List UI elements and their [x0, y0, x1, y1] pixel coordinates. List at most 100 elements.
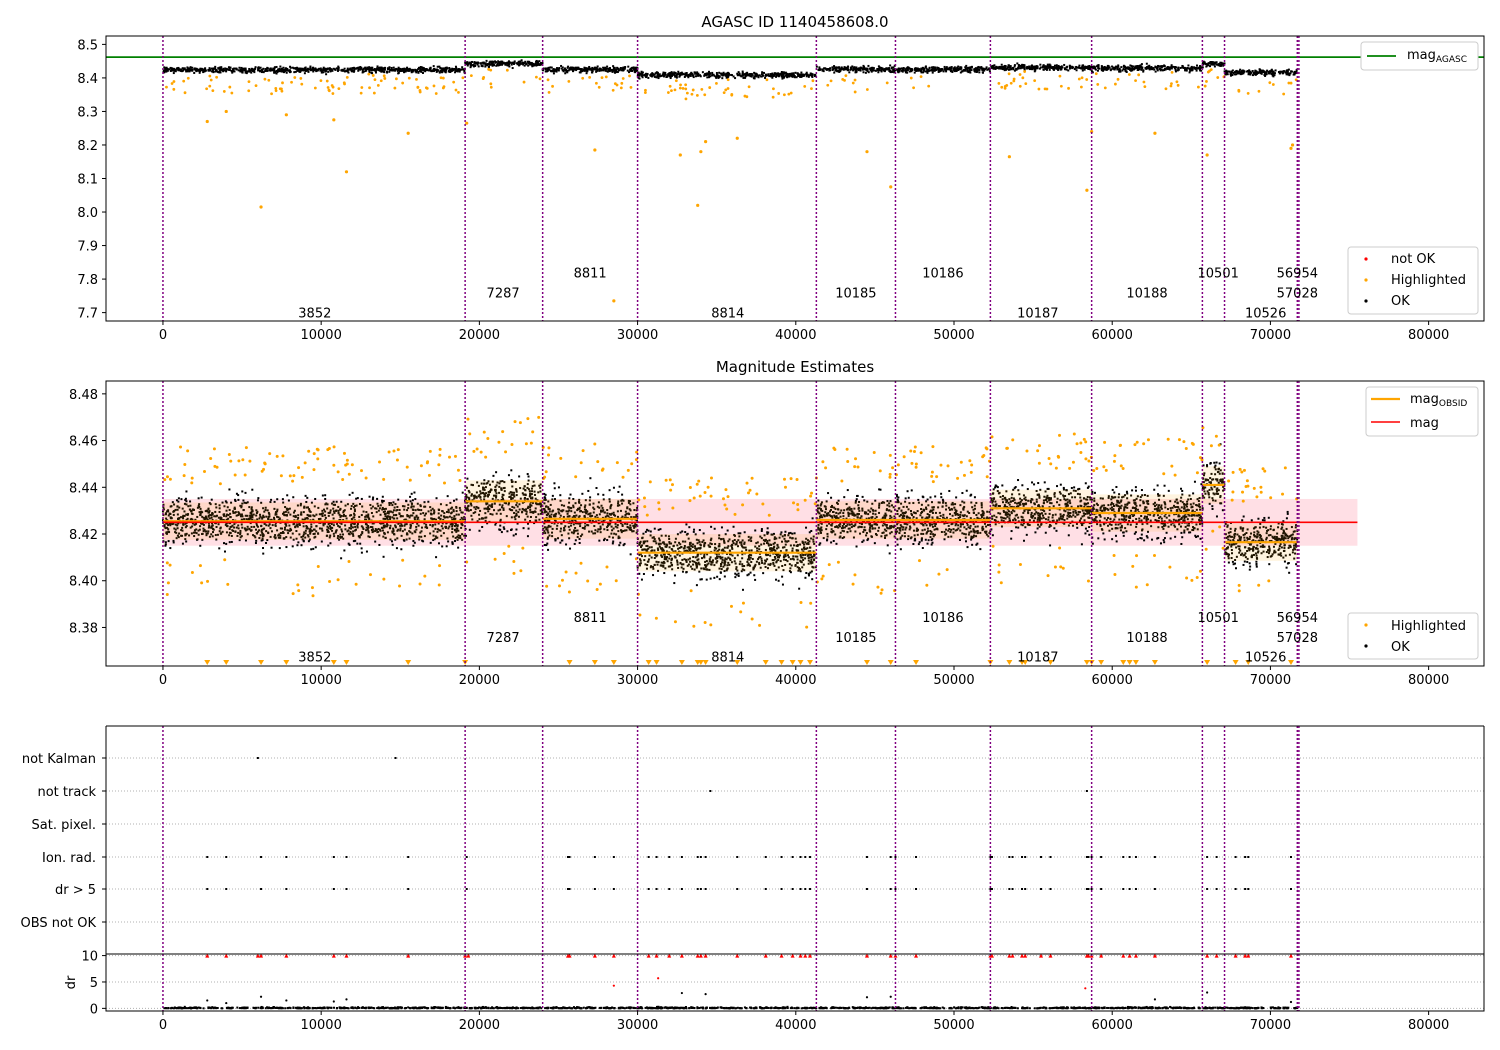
highlighted-point: [1216, 76, 1220, 79]
ok-point: [312, 70, 315, 73]
ok-point: [1090, 70, 1093, 73]
ok-point: [900, 69, 903, 72]
ok-point: [1242, 69, 1245, 72]
ok-point: [392, 68, 395, 71]
ok-point: [315, 513, 318, 516]
ok-point: [375, 511, 378, 514]
ok-point: [538, 518, 541, 521]
ok-point: [614, 71, 617, 74]
ok-point: [211, 522, 214, 525]
ok-point: [225, 515, 228, 518]
ok-point: [871, 67, 874, 70]
ok-point: [585, 68, 588, 71]
highlighted-point: [263, 77, 267, 81]
ok-point: [677, 70, 680, 73]
ok-point: [607, 515, 610, 518]
ok-point: [470, 514, 473, 517]
ok-point: [583, 67, 586, 70]
ok-point: [781, 76, 784, 79]
ok-point: [1169, 66, 1172, 69]
ok-point: [237, 527, 240, 530]
highlighted-point: [547, 90, 551, 94]
ok-point: [380, 70, 383, 73]
ok-point: [380, 526, 383, 529]
ok-point: [494, 494, 497, 497]
ok-point: [1102, 67, 1105, 70]
ok-point: [228, 68, 231, 71]
ok-point: [174, 523, 177, 526]
highlighted-point: [1003, 86, 1007, 90]
ok-point: [550, 66, 553, 69]
highlighted-point: [546, 78, 550, 82]
ok-point: [335, 509, 338, 512]
highlighted-point: [597, 85, 601, 89]
ok-point: [1162, 65, 1165, 68]
ok-point: [1031, 66, 1034, 69]
ok-point: [1281, 70, 1284, 73]
ok-point: [409, 514, 412, 517]
ok-point: [383, 512, 386, 515]
ok-point: [453, 524, 456, 527]
ok-point: [318, 527, 321, 530]
highlighted-point: [454, 88, 458, 92]
ok-point: [303, 506, 306, 509]
ok-point: [616, 67, 619, 70]
ok-point: [809, 74, 812, 77]
ok-point: [715, 76, 718, 79]
ok-point: [361, 70, 364, 73]
ok-point: [954, 69, 957, 72]
y-tick-label: 8.1: [77, 173, 98, 188]
ok-point: [327, 514, 330, 517]
ok-point: [261, 539, 264, 542]
ok-point: [420, 70, 423, 73]
ok-point: [196, 538, 199, 541]
ok-point: [224, 523, 227, 526]
ok-point: [1237, 72, 1240, 75]
ok-point: [292, 511, 295, 514]
legend-sub: AGASC: [1436, 55, 1467, 65]
ok-point: [406, 66, 409, 69]
ok-point: [297, 517, 300, 520]
highlighted-point: [259, 205, 263, 209]
ok-point: [1093, 67, 1096, 70]
ok-point: [240, 506, 243, 509]
highlighted-point: [487, 67, 491, 71]
ok-point: [282, 511, 285, 514]
ok-point: [874, 69, 877, 72]
highlighted-point: [393, 86, 397, 90]
ok-point: [522, 61, 525, 64]
ok-point: [269, 69, 272, 72]
ok-point: [262, 514, 265, 517]
ok-point: [403, 505, 406, 508]
ok-point: [262, 547, 265, 550]
ok-point: [283, 68, 286, 71]
ok-point: [218, 66, 221, 69]
ok-point: [920, 67, 923, 70]
ok-point: [409, 531, 412, 534]
ok-point: [669, 73, 672, 76]
ok-point: [1177, 68, 1180, 71]
ok-point: [462, 518, 465, 521]
ok-point: [618, 69, 621, 72]
ok-point: [447, 511, 450, 514]
ok-point: [238, 66, 241, 69]
ok-point: [774, 73, 777, 76]
ok-point: [457, 529, 460, 532]
ok-point: [481, 525, 484, 528]
ok-point: [169, 517, 172, 520]
ok-point: [488, 491, 491, 494]
ok-point: [1144, 66, 1147, 69]
ok-point: [1258, 71, 1261, 74]
ok-point: [513, 511, 516, 514]
ok-point: [621, 67, 624, 70]
highlighted-point: [912, 86, 915, 90]
highlighted-point: [434, 92, 438, 95]
ok-point: [278, 517, 281, 520]
ok-point: [574, 68, 577, 71]
ok-point: [1232, 72, 1235, 75]
ok-point: [254, 542, 257, 545]
ok-point: [354, 525, 357, 528]
ok-point: [281, 527, 284, 530]
ok-point: [624, 66, 627, 69]
ok-point: [225, 531, 228, 534]
